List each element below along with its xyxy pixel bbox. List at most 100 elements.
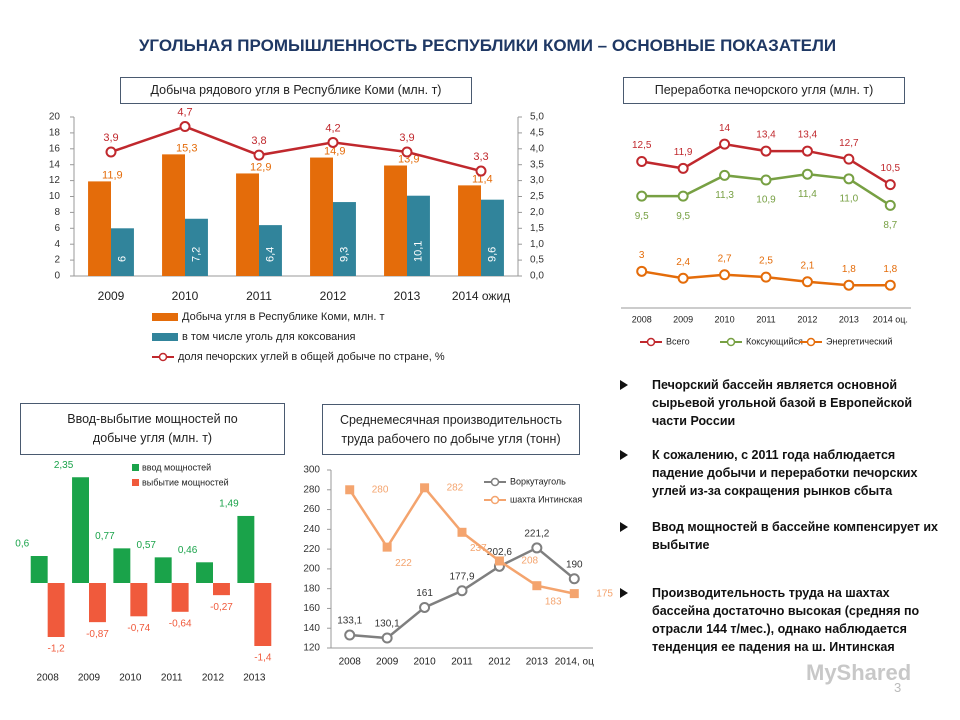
bar bbox=[171, 583, 189, 612]
value-label: 177,9 bbox=[449, 571, 474, 582]
value-label: 11,4 bbox=[798, 189, 817, 200]
value-label: 2,7 bbox=[718, 253, 732, 264]
bar bbox=[154, 557, 172, 583]
chart-title: Переработка печорского угля (млн. т) bbox=[623, 77, 905, 104]
legend-label: Воркутауголь bbox=[510, 476, 566, 486]
value-label: 1,49 bbox=[219, 499, 239, 510]
value-label: 13,9 bbox=[398, 153, 419, 165]
value-label: 9,5 bbox=[635, 211, 649, 222]
legend-swatch bbox=[490, 477, 500, 487]
value-label: 9,3 bbox=[338, 247, 350, 262]
marker bbox=[475, 165, 487, 177]
y2-tick-label: 1,5 bbox=[530, 223, 544, 234]
x-tick-label: 2009 bbox=[78, 673, 101, 684]
y-tick-label: 160 bbox=[303, 603, 320, 614]
marker bbox=[532, 581, 542, 591]
value-label: 14 bbox=[719, 123, 731, 134]
marker bbox=[677, 190, 689, 202]
marker bbox=[344, 629, 356, 641]
value-label: 2,4 bbox=[676, 257, 690, 268]
x-tick-label: 2013 bbox=[394, 289, 421, 303]
marker bbox=[719, 169, 731, 181]
value-label: 130,1 bbox=[375, 619, 400, 630]
marker bbox=[419, 601, 431, 613]
legend-label: Коксующийся bbox=[746, 336, 803, 346]
value-label: 2,1 bbox=[800, 260, 814, 271]
value-label: 0,6 bbox=[15, 539, 29, 550]
x-tick-label: 2011 bbox=[246, 289, 272, 303]
bar bbox=[458, 185, 481, 276]
x-tick-label: 2012 bbox=[797, 314, 817, 324]
y2-tick-label: 0,5 bbox=[530, 255, 544, 266]
marker bbox=[801, 168, 813, 180]
value-label: 1,8 bbox=[883, 264, 897, 275]
x-tick-label: 2011 bbox=[161, 673, 183, 684]
y-tick-label: 280 bbox=[303, 484, 320, 495]
bullet: Производительность труда на шахтах бассе… bbox=[620, 584, 942, 657]
value-label: 10,5 bbox=[881, 163, 901, 174]
value-label: 13,4 bbox=[798, 130, 818, 141]
marker bbox=[531, 542, 543, 554]
chart: 2008 2009 2010 2011 2012 2013 2014 оц. 12,5 11,9… bbox=[621, 123, 911, 347]
value-label: 11,0 bbox=[839, 193, 858, 204]
marker bbox=[677, 162, 689, 174]
value-label: 10,1 bbox=[412, 241, 424, 262]
y-tick-label: 16 bbox=[49, 143, 61, 154]
marker bbox=[179, 121, 191, 133]
value-label: -0,27 bbox=[210, 602, 233, 613]
value-label: 12,9 bbox=[250, 161, 271, 173]
value-label: 3 bbox=[639, 250, 645, 261]
value-label: 4,7 bbox=[177, 106, 192, 118]
y-tick-label: 200 bbox=[303, 564, 320, 575]
marker bbox=[760, 271, 772, 283]
y-tick-label: 10 bbox=[49, 191, 61, 202]
value-label: 282 bbox=[447, 482, 464, 493]
legend-swatch bbox=[806, 337, 816, 347]
legend-swatch bbox=[132, 464, 139, 471]
y-tick-label: 18 bbox=[49, 128, 61, 139]
x-tick-label: 2009 bbox=[673, 314, 693, 324]
value-label: 15,3 bbox=[176, 142, 197, 154]
chart: 0 2 4 6 8 10 12 14 16 18 20 0,0 0,5 1,0 1,5 2,0 2,5 3,0 3,… bbox=[49, 106, 544, 362]
marker bbox=[760, 145, 772, 157]
value-label: 133,1 bbox=[337, 616, 362, 627]
marker bbox=[719, 138, 731, 150]
y2-tick-label: 4,5 bbox=[530, 128, 544, 139]
marker bbox=[884, 179, 896, 191]
marker bbox=[382, 542, 392, 552]
bar bbox=[30, 556, 48, 583]
legend-label: доля печорских углей в общей добыче по с… bbox=[178, 351, 445, 363]
value-label: 3,9 bbox=[399, 132, 414, 144]
marker bbox=[801, 145, 813, 157]
bar bbox=[310, 157, 333, 276]
y-tick-label: 220 bbox=[303, 544, 320, 555]
bar bbox=[89, 583, 106, 623]
y-tick-label: 260 bbox=[303, 504, 320, 515]
marker bbox=[401, 146, 413, 158]
chart-title: Ввод-выбытие мощностей по добыче угля (м… bbox=[20, 403, 285, 455]
y-tick-label: 8 bbox=[54, 207, 60, 218]
value-label: 3,9 bbox=[103, 132, 118, 144]
x-tick-label: 2010 bbox=[715, 314, 735, 324]
legend-swatch bbox=[152, 313, 178, 321]
line bbox=[110, 125, 482, 173]
marker bbox=[636, 190, 648, 202]
legend-label: в том числе уголь для коксования bbox=[182, 331, 356, 343]
y2-tick-label: 0,0 bbox=[530, 271, 544, 282]
bar bbox=[130, 583, 148, 617]
x-tick-label: 2012 bbox=[488, 657, 511, 668]
marker bbox=[636, 155, 648, 167]
marker bbox=[677, 272, 689, 284]
legend-swatch bbox=[490, 495, 500, 505]
marker bbox=[843, 279, 855, 291]
value-label: -0,74 bbox=[127, 623, 150, 634]
value-label: 7,2 bbox=[190, 247, 202, 262]
marker bbox=[843, 153, 855, 165]
legend-swatch bbox=[132, 479, 139, 486]
x-tick-label: 2008 bbox=[339, 657, 362, 668]
x-tick-label: 2010 bbox=[413, 657, 436, 668]
bar bbox=[259, 225, 282, 276]
bar bbox=[481, 199, 504, 276]
marker bbox=[636, 265, 648, 277]
chart: 120 140 160 180 200 220 240 260 280 300 2008 2009 20… bbox=[303, 465, 613, 668]
